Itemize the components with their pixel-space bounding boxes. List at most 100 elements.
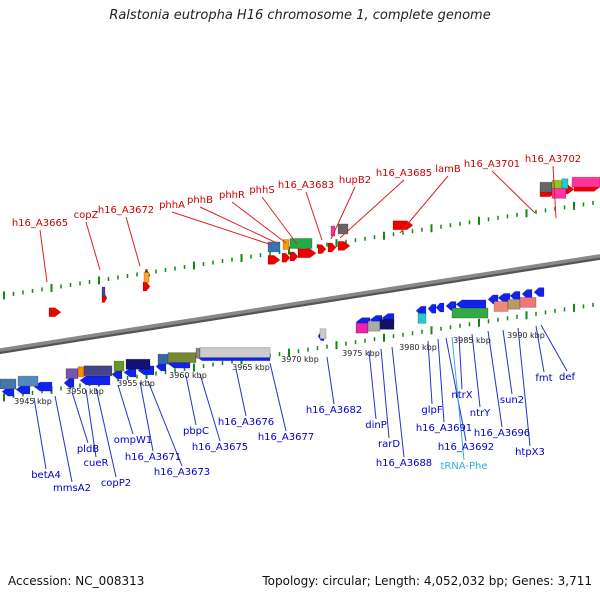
- gene-arrow-reverse: [33, 381, 53, 392]
- lower-label-leader: [147, 380, 183, 467]
- lower-label-leader: [458, 335, 463, 390]
- gene-feature-block: [337, 223, 349, 235]
- lower-gene-label: h16_A3673: [154, 467, 210, 478]
- upper-label-leader: [39, 229, 48, 283]
- lower-label-leader: [535, 325, 545, 373]
- upper-gene-label: h16_A3683: [278, 180, 334, 191]
- gene-feature-block: [367, 320, 381, 332]
- gene-feature-block: [355, 322, 369, 334]
- gene-feature-block: [199, 347, 271, 359]
- backbone-line: [0, 254, 600, 352]
- gene-arrow-forward: [289, 251, 299, 262]
- lower-gene-label: dinP: [365, 420, 387, 431]
- lower-label-leader: [71, 391, 89, 444]
- lower-label-leader: [199, 373, 221, 442]
- gene-labels: h16_A3665 copZ h16_A3672 phhA phhB phhR phhS h1…: [12, 154, 581, 494]
- upper-gene-label: h16_A3672: [98, 205, 154, 216]
- lower-label-leader: [326, 356, 335, 405]
- lower-label-leader: [380, 348, 390, 439]
- lower-gene-label: pldB: [77, 444, 99, 455]
- lower-label-leader: [540, 324, 568, 372]
- upper-label-leader: [199, 206, 280, 245]
- gene-arrow-forward: [297, 248, 317, 259]
- upper-gene-label: h16_A3665: [12, 218, 68, 229]
- label-leader-lines: [33, 165, 568, 483]
- axis-position-label: 3990 kbp: [507, 331, 545, 340]
- upper-gene-label: phhR: [219, 190, 245, 201]
- gene-feature-block: [77, 366, 85, 378]
- diagram-title: Ralstonia eutropha H16 chromosome 1, com…: [109, 8, 491, 23]
- gene-feature-block: [507, 298, 521, 310]
- axis-position-label: 3965 kbp: [232, 363, 270, 372]
- genome-summary-text: Topology: circular; Length: 4,052,032 bp…: [262, 574, 592, 588]
- gene-feature-block: [319, 328, 327, 340]
- lower-gene-label: pbpC: [183, 426, 209, 437]
- gene-arrow-reverse: [427, 303, 437, 314]
- lower-gene-label: mmsA2: [53, 483, 91, 494]
- gene-arrow-reverse: [533, 287, 545, 298]
- gene-feature-block: [195, 347, 201, 359]
- accession-text: Accession: NC_008313: [8, 574, 145, 588]
- lower-label-leader: [185, 375, 197, 426]
- gene-arrow-forward: [327, 242, 337, 253]
- lower-gene-label: rarD: [378, 439, 400, 450]
- gene-feature-block: [519, 296, 537, 308]
- lower-gene-label: htpX3: [515, 447, 545, 458]
- upper-label-leader: [339, 179, 405, 239]
- upper-label-leader: [552, 165, 557, 219]
- upper-label-leader: [330, 186, 356, 240]
- lower-gene-label: h16_A3676: [218, 417, 274, 428]
- lower-label-leader: [502, 329, 513, 395]
- axis-position-label: 3960 kbp: [169, 371, 207, 380]
- lower-label-leader: [54, 395, 73, 483]
- upper-gene-label: h16_A3701: [464, 159, 520, 170]
- gene-feature-block: [17, 375, 39, 387]
- gene-feature-block: [167, 352, 197, 364]
- lower-gene-label: h16_A3675: [192, 442, 248, 453]
- lower-gene-label: h16_A3671: [125, 452, 181, 463]
- upper-label-leader: [491, 170, 536, 214]
- gene-feature-block: [0, 378, 17, 390]
- lower-label-leader: [95, 387, 117, 478]
- lower-gene-label: cueR: [84, 458, 109, 469]
- axis-position-label: 3975 kbp: [342, 349, 380, 358]
- lower-gene-label: h16_A3682: [306, 405, 362, 416]
- gene-arrow-forward: [142, 281, 151, 292]
- gene-feature-block: [417, 312, 427, 324]
- upper-label-leader: [125, 216, 141, 267]
- gene-arrow-reverse: [521, 289, 533, 300]
- lower-gene-label: betA4: [31, 470, 61, 481]
- lower-gene-label: ntrX: [451, 390, 472, 401]
- axis-position-label: 3980 kbp: [399, 343, 437, 352]
- lower-label-leader: [427, 340, 433, 405]
- lower-label-leader: [269, 362, 287, 432]
- upper-gene-label: phhB: [187, 195, 213, 206]
- gene-arrow-reverse: [435, 302, 445, 313]
- lower-gene-label: h16_A3677: [258, 432, 314, 443]
- lower-label-leader: [235, 368, 247, 417]
- gene-features: [0, 176, 600, 397]
- axis-position-label: 3955 kbp: [117, 379, 155, 388]
- chromosome-backbone: [0, 254, 600, 354]
- gene-feature-block: [571, 176, 600, 188]
- lower-label-leader: [33, 397, 47, 470]
- lower-label-leader: [368, 350, 377, 420]
- upper-label-leader: [171, 211, 273, 246]
- gene-arrow-forward: [392, 220, 414, 231]
- axis-position-label: 3970 kbp: [281, 355, 319, 364]
- lower-label-leader: [437, 338, 445, 423]
- upper-gene-label: h16_A3685: [376, 168, 432, 179]
- lower-gene-label: h16_A3691: [416, 423, 472, 434]
- lower-gene-label: def: [559, 372, 576, 383]
- upper-label-leader: [261, 196, 298, 245]
- lower-label-leader: [117, 384, 134, 435]
- lower-gene-label: ompW1: [114, 435, 152, 446]
- gene-arrow-forward: [281, 252, 291, 263]
- upper-gene-label: phhA: [159, 200, 185, 211]
- gene-feature-block: [289, 237, 313, 249]
- upper-gene-label: phhS: [249, 185, 274, 196]
- gene-arrow-forward: [48, 307, 62, 318]
- gene-feature-block: [83, 365, 113, 377]
